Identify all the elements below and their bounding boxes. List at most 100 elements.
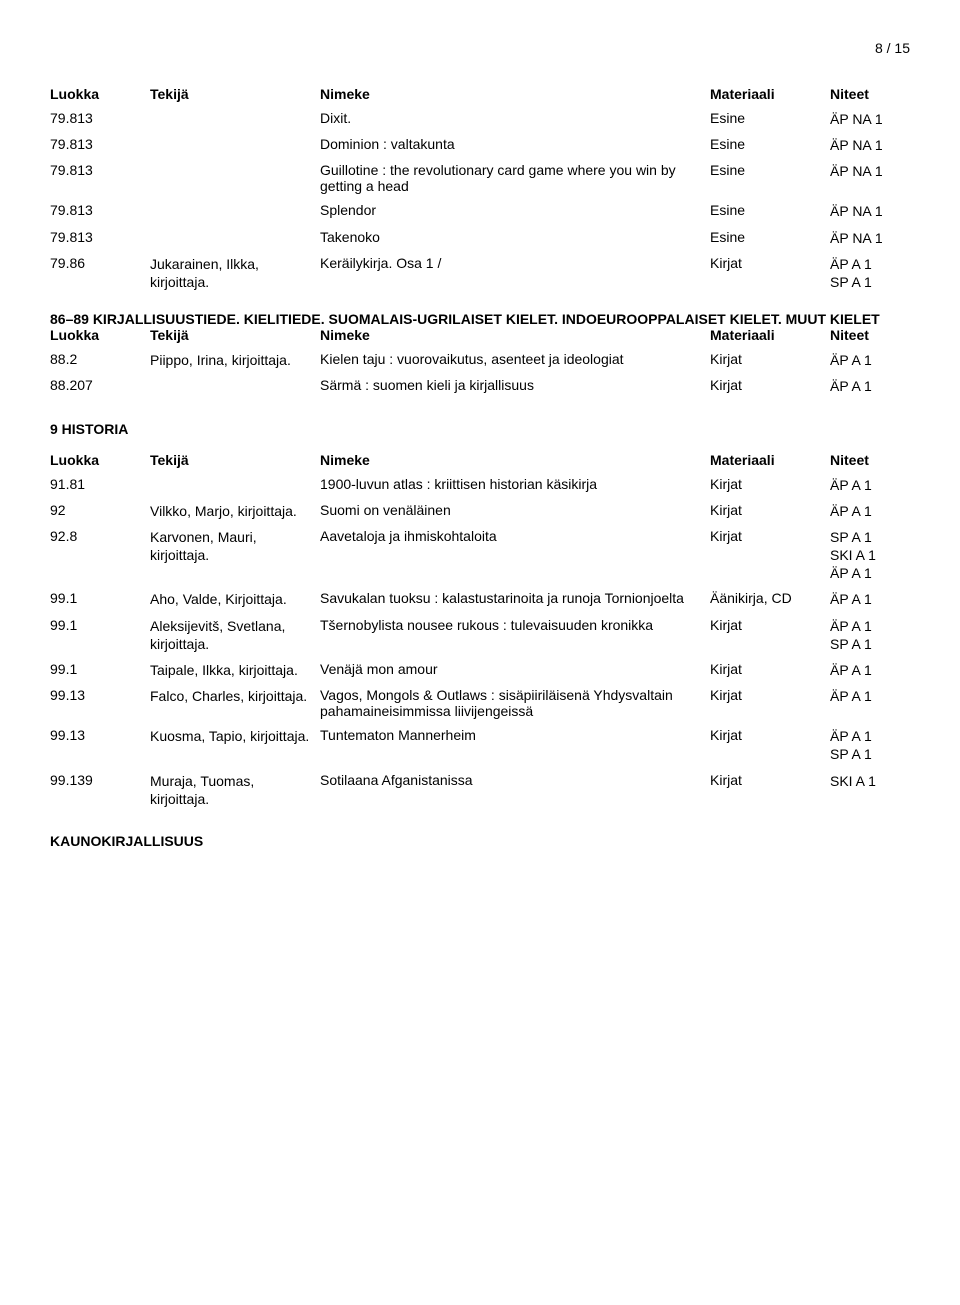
section3-title: 9 HISTORIA — [50, 421, 910, 437]
table-row: 79.813 TakenokoEsineÄP NA 1 — [50, 229, 910, 247]
col-tekija-header: Tekijä — [150, 86, 320, 102]
cell-niteet: ÄP A 1 — [830, 687, 910, 705]
section1-body: 79.813Dixit.EsineÄP NA 179.813Dominion :… — [50, 110, 910, 291]
cell-luokka: 92 — [50, 502, 150, 518]
cell-nimeke: Dixit. — [320, 110, 710, 126]
cell-tekija: Falco, Charles, kirjoittaja. — [150, 687, 320, 705]
cell-materiaali: Kirjat — [710, 351, 830, 367]
col-nimeke-header: Nimeke — [320, 452, 710, 468]
cell-luokka: 88.207 — [50, 377, 150, 393]
table-row: 79.813 Dixit.EsineÄP NA 1 — [50, 110, 910, 128]
cell-niteet: ÄP A 1 SP A 1 — [830, 255, 910, 291]
table-row: 88.2Piippo, Irina, kirjoittaja.Kielen ta… — [50, 351, 910, 369]
page-number: 8 / 15 — [50, 40, 910, 56]
cell-niteet: ÄP NA 1 — [830, 136, 910, 154]
cell-tekija: Taipale, Ilkka, kirjoittaja. — [150, 661, 320, 679]
cell-nimeke: Suomi on venäläinen — [320, 502, 710, 518]
col-niteet-header: Niteet — [830, 327, 910, 343]
footer-title: KAUNOKIRJALLISUUS — [50, 833, 910, 849]
cell-tekija: Aleksijevitš, Svetlana, kirjoittaja. — [150, 617, 320, 653]
cell-luokka: 91.81 — [50, 476, 150, 492]
cell-nimeke: Takenoko — [320, 229, 710, 245]
cell-niteet: ÄP A 1 — [830, 590, 910, 608]
table-header: Luokka Tekijä Nimeke Materiaali Niteet — [50, 327, 910, 343]
cell-nimeke: Venäjä mon amour — [320, 661, 710, 677]
cell-luokka: 79.813 — [50, 162, 150, 178]
cell-nimeke: Kielen taju : vuorovaikutus, asenteet ja… — [320, 351, 710, 367]
col-materiaali-header: Materiaali — [710, 327, 830, 343]
cell-nimeke: Aavetaloja ja ihmiskohtaloita — [320, 528, 710, 544]
table-row: 92Vilkko, Marjo, kirjoittaja.Suomi on ve… — [50, 502, 910, 520]
cell-luokka: 79.813 — [50, 229, 150, 245]
cell-niteet: ÄP A 1 — [830, 476, 910, 494]
table-row: 99.13Kuosma, Tapio, kirjoittaja.Tuntemat… — [50, 727, 910, 763]
col-nimeke-header: Nimeke — [320, 327, 710, 343]
cell-materiaali: Esine — [710, 162, 830, 178]
section2-body: 88.2Piippo, Irina, kirjoittaja.Kielen ta… — [50, 351, 910, 395]
cell-niteet: ÄP A 1 — [830, 502, 910, 520]
cell-nimeke: Dominion : valtakunta — [320, 136, 710, 152]
cell-materiaali: Kirjat — [710, 617, 830, 633]
cell-materiaali: Äänikirja, CD — [710, 590, 830, 606]
cell-materiaali: Esine — [710, 229, 830, 245]
cell-luokka: 88.2 — [50, 351, 150, 367]
table-header: Luokka Tekijä Nimeke Materiaali Niteet — [50, 86, 910, 102]
cell-tekija: Karvonen, Mauri, kirjoittaja. — [150, 528, 320, 564]
cell-luokka: 99.139 — [50, 772, 150, 788]
cell-tekija: Kuosma, Tapio, kirjoittaja. — [150, 727, 320, 745]
cell-luokka: 79.813 — [50, 136, 150, 152]
table-row: 99.1Taipale, Ilkka, kirjoittaja.Venäjä m… — [50, 661, 910, 679]
section3-body: 91.811900-luvun atlas : kriittisen histo… — [50, 476, 910, 808]
cell-materiaali: Kirjat — [710, 772, 830, 788]
cell-luokka: 99.13 — [50, 687, 150, 703]
cell-nimeke: Sotilaana Afganistanissa — [320, 772, 710, 788]
cell-niteet: SKI A 1 — [830, 772, 910, 790]
table-row: 99.1Aho, Valde, Kirjoittaja.Savukalan tu… — [50, 590, 910, 608]
table-row: 99.13Falco, Charles, kirjoittaja.Vagos, … — [50, 687, 910, 719]
table-row: 79.813 Guillotine : the revolutionary car… — [50, 162, 910, 194]
cell-luokka: 92.8 — [50, 528, 150, 544]
cell-niteet: ÄP A 1 — [830, 661, 910, 679]
table-row: 92.8Karvonen, Mauri, kirjoittaja.Aavetal… — [50, 528, 910, 583]
cell-tekija: Jukarainen, Ilkka, kirjoittaja. — [150, 255, 320, 291]
table-row: 99.139Muraja, Tuomas, kirjoittaja.Sotila… — [50, 772, 910, 808]
table-header: Luokka Tekijä Nimeke Materiaali Niteet — [50, 452, 910, 468]
cell-nimeke: Särmä : suomen kieli ja kirjallisuus — [320, 377, 710, 393]
cell-niteet: ÄP NA 1 — [830, 162, 910, 180]
table-row: 79.813SplendorEsineÄP NA 1 — [50, 202, 910, 220]
col-niteet-header: Niteet — [830, 452, 910, 468]
cell-niteet: ÄP A 1 — [830, 351, 910, 369]
cell-materiaali: Kirjat — [710, 727, 830, 743]
cell-materiaali: Kirjat — [710, 476, 830, 492]
cell-luokka: 79.86 — [50, 255, 150, 271]
cell-materiaali: Kirjat — [710, 661, 830, 677]
cell-luokka: 99.1 — [50, 617, 150, 633]
cell-luokka: 79.813 — [50, 110, 150, 126]
col-luokka-header: Luokka — [50, 327, 150, 343]
cell-materiaali: Kirjat — [710, 255, 830, 271]
cell-niteet: ÄP NA 1 — [830, 110, 910, 128]
cell-niteet: ÄP NA 1 — [830, 229, 910, 247]
cell-materiaali: Kirjat — [710, 502, 830, 518]
col-niteet-header: Niteet — [830, 86, 910, 102]
cell-nimeke: Savukalan tuoksu : kalastustarinoita ja … — [320, 590, 710, 606]
cell-tekija: Vilkko, Marjo, kirjoittaja. — [150, 502, 320, 520]
col-luokka-header: Luokka — [50, 86, 150, 102]
cell-nimeke: Guillotine : the revolutionary card game… — [320, 162, 710, 194]
cell-nimeke: Vagos, Mongols & Outlaws : sisäpiiriläis… — [320, 687, 710, 719]
table-row: 79.86Jukarainen, Ilkka, kirjoittaja.Kerä… — [50, 255, 910, 291]
col-tekija-header: Tekijä — [150, 452, 320, 468]
table-row: 99.1Aleksijevitš, Svetlana, kirjoittaja.… — [50, 617, 910, 653]
col-luokka-header: Luokka — [50, 452, 150, 468]
cell-materiaali: Kirjat — [710, 528, 830, 544]
cell-niteet: ÄP A 1 SP A 1 — [830, 617, 910, 653]
cell-luokka: 99.1 — [50, 590, 150, 606]
cell-materiaali: Esine — [710, 136, 830, 152]
cell-luokka: 79.813 — [50, 202, 150, 218]
cell-materiaali: Esine — [710, 110, 830, 126]
cell-nimeke: Keräilykirja. Osa 1 / — [320, 255, 710, 271]
cell-nimeke: Splendor — [320, 202, 710, 218]
cell-niteet: ÄP A 1 — [830, 377, 910, 395]
cell-luokka: 99.1 — [50, 661, 150, 677]
table-row: 79.813 Dominion : valtakuntaEsineÄP NA 1 — [50, 136, 910, 154]
